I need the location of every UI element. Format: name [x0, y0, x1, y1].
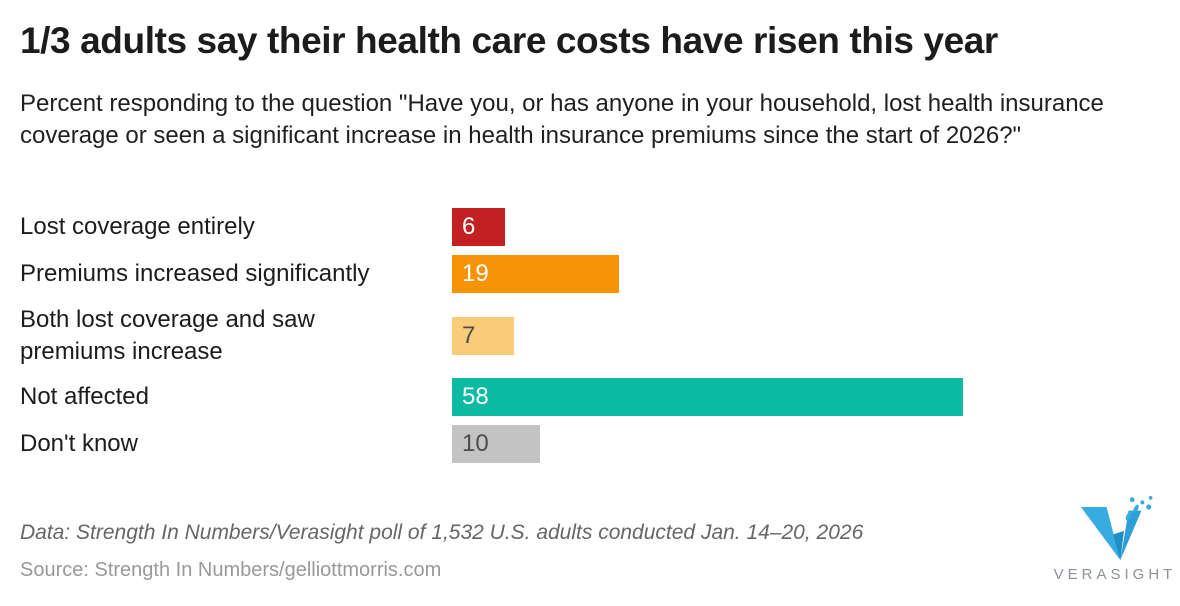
bar: 7 — [452, 317, 514, 355]
bar: 19 — [452, 255, 619, 293]
chart-subtitle: Percent responding to the question "Have… — [20, 90, 1104, 149]
bar-category-label: Lost coverage entirely — [20, 213, 255, 240]
verasight-v-icon — [1080, 496, 1153, 561]
bar-category-label: Not affected — [20, 383, 149, 410]
bar: 58 — [452, 378, 963, 416]
source-note: Source: Strength In Numbers/gelliottmorr… — [20, 559, 442, 581]
bar-value-label: 58 — [462, 383, 489, 410]
page-title: 1/3 adults say their health care costs h… — [20, 20, 998, 61]
bar-category-label: Premiums increased significantly — [20, 260, 370, 287]
verasight-logo: VERASIGHT — [1046, 496, 1180, 583]
bar-chart: Lost coverage entirely 6 Premiums increase… — [0, 195, 1180, 473]
bar-value-label: 10 — [462, 430, 489, 457]
data-note: Data: Strength In Numbers/Verasight poll… — [20, 521, 864, 544]
bar-value-label: 19 — [462, 260, 489, 287]
bar-category-label: Both lost coverage and saw premiums incr… — [20, 306, 315, 365]
bar: 10 — [452, 425, 540, 463]
bar-value-label: 6 — [462, 213, 476, 240]
bar-value-label: 7 — [462, 322, 476, 349]
bar-category-label: Don't know — [20, 430, 138, 457]
verasight-wordmark: VERASIGHT — [1053, 566, 1177, 583]
bar: 6 — [452, 208, 505, 246]
